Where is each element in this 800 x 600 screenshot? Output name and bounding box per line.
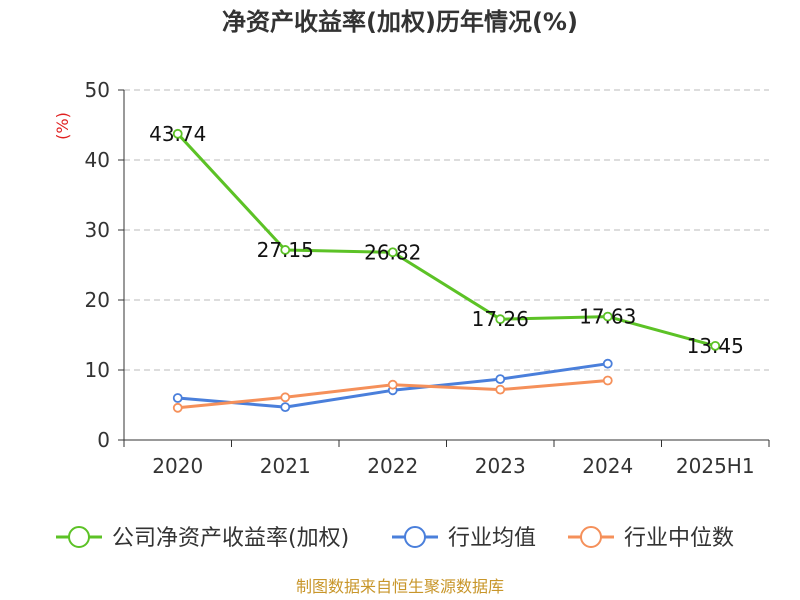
chart-title: 净资产收益率(加权)历年情况(%) bbox=[222, 8, 578, 36]
data-label: 26.82 bbox=[364, 240, 421, 264]
y-tick-label: 10 bbox=[85, 358, 110, 382]
x-tick-label: 2021 bbox=[260, 454, 311, 478]
x-tick-label: 2020 bbox=[152, 454, 203, 478]
legend-item[interactable]: 行业均值 bbox=[392, 526, 536, 551]
x-tick-label: 2024 bbox=[582, 454, 633, 478]
data-point bbox=[602, 311, 613, 322]
legend-label: 行业均值 bbox=[448, 526, 536, 551]
legend[interactable]: 公司净资产收益率(加权) 行业均值 行业中位数 bbox=[56, 526, 734, 551]
data-label: 43.74 bbox=[149, 122, 206, 146]
data-labels: 43.74 27.15 26.82 17.26 17.63 13.45 bbox=[149, 122, 744, 358]
data-label: 17.63 bbox=[579, 305, 636, 329]
y-tick-label: 40 bbox=[85, 148, 110, 172]
legend-item[interactable]: 公司净资产收益率(加权) bbox=[56, 526, 349, 551]
data-point bbox=[172, 128, 183, 139]
data-point bbox=[172, 402, 183, 413]
legend-marker-icon bbox=[404, 526, 426, 548]
grid bbox=[124, 89, 769, 371]
x-tick-label: 2022 bbox=[367, 454, 418, 478]
axes bbox=[118, 89, 770, 447]
data-point bbox=[387, 379, 398, 390]
y-axis-unit: (%) bbox=[53, 112, 72, 140]
legend-item[interactable]: 行业中位数 bbox=[568, 526, 734, 551]
data-point bbox=[280, 245, 291, 255]
source-note: 制图数据来自恒生聚源数据库 bbox=[296, 577, 504, 596]
data-point bbox=[495, 314, 506, 325]
legend-label: 行业中位数 bbox=[624, 526, 734, 551]
y-tick-label: 0 bbox=[97, 428, 110, 452]
data-point bbox=[710, 340, 721, 351]
data-point bbox=[280, 402, 291, 413]
data-point bbox=[172, 393, 183, 403]
x-tick-labels: 2020 2021 2022 2023 2024 2025H1 bbox=[152, 454, 754, 478]
data-point bbox=[602, 375, 613, 386]
data-label: 13.45 bbox=[687, 334, 744, 358]
x-tick-label: 2023 bbox=[475, 454, 526, 478]
series-line bbox=[176, 132, 716, 348]
legend-marker-icon bbox=[68, 526, 90, 548]
data-point bbox=[280, 392, 291, 403]
series-layer bbox=[172, 128, 721, 413]
data-point bbox=[495, 374, 506, 385]
y-tick-label: 50 bbox=[85, 78, 110, 102]
legend-label: 公司净资产收益率(加权) bbox=[112, 526, 349, 551]
data-point bbox=[495, 384, 506, 395]
y-tick-label: 20 bbox=[85, 288, 110, 312]
data-point bbox=[602, 358, 613, 369]
x-tick-label: 2025H1 bbox=[676, 454, 755, 478]
y-tick-labels: 0 10 20 30 40 50 bbox=[85, 78, 110, 452]
data-point bbox=[387, 247, 398, 258]
data-label: 27.15 bbox=[257, 238, 314, 262]
legend-marker-icon bbox=[580, 526, 602, 548]
data-label: 17.26 bbox=[472, 307, 529, 331]
y-tick-label: 30 bbox=[85, 218, 110, 242]
